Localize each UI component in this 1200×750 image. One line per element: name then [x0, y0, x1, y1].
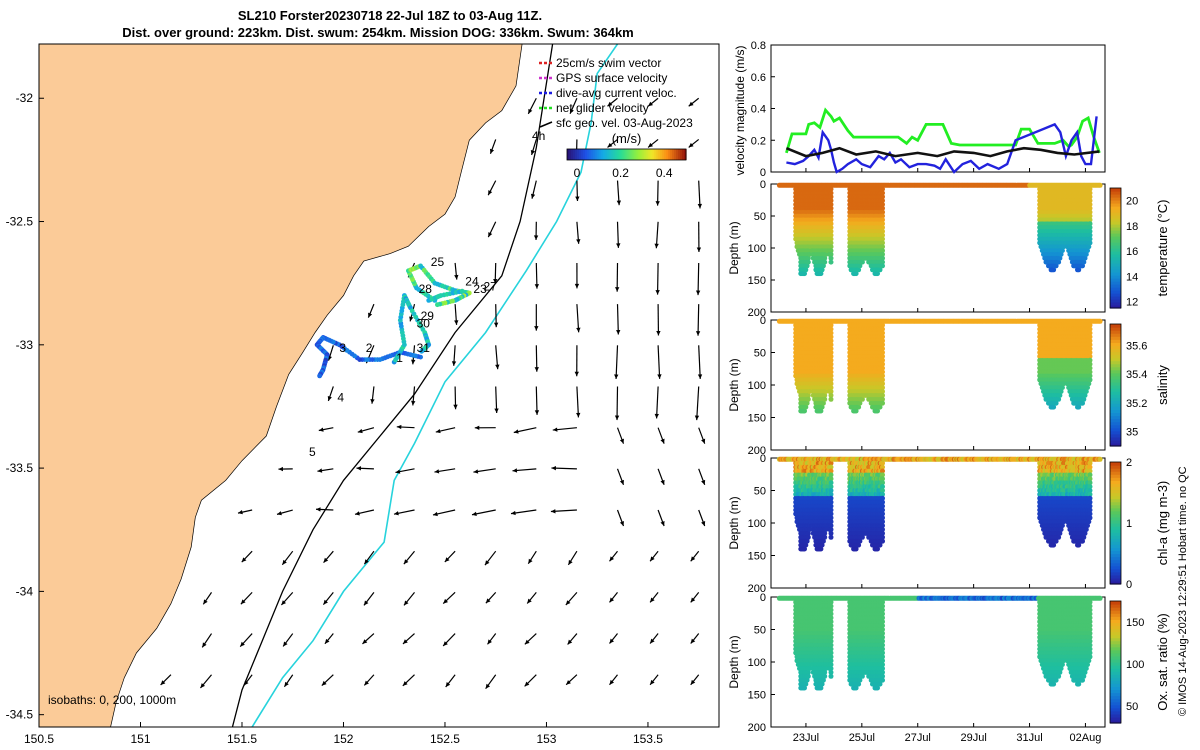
colorbar-tick-label: 0.4: [656, 166, 673, 180]
figure-title-line2: Dist. over ground: 223km. Dist. swum: 25…: [122, 25, 634, 40]
colorbar-tick-label: 0: [574, 166, 581, 180]
track-day-label: 3: [339, 341, 346, 355]
map-x-tick-label: 153: [536, 732, 556, 746]
track-day-label: 5: [309, 445, 316, 459]
velocity-arrow: [656, 262, 659, 295]
map-y-tick-label: -34: [16, 584, 34, 598]
colorbar-tick-label: 0.2: [612, 166, 629, 180]
legend-item-label: net glider velocity: [556, 101, 649, 115]
map-x-tick-label: 151: [130, 732, 150, 746]
track-point: [459, 288, 465, 294]
legend-item-label: GPS surface velocity: [556, 71, 667, 85]
map-x-tick-label: 152: [333, 732, 353, 746]
legend-item-label: sfc geo. vel. 03-Aug-2023: [556, 116, 693, 130]
velocity-arrow: [616, 386, 619, 421]
legend-item-label: dive-avg current veloc.: [556, 86, 677, 100]
velocity-arrow: [697, 262, 700, 296]
track-day-label: 31: [417, 341, 431, 355]
track-day-label: 25: [431, 255, 445, 269]
legend-item-label: 25cm/s swim vector: [556, 56, 661, 70]
track-day-label: 2: [366, 341, 373, 355]
map-y-tick-label: -33: [16, 338, 34, 352]
track-day-label: 4: [337, 391, 344, 405]
isobaths-note: isobaths: 0, 200, 1000m: [48, 693, 176, 707]
velocity-arrow: [616, 304, 619, 335]
map-y-ticks: -32 -32.5 -33 -33.5 -34 -34.5: [6, 91, 44, 722]
map-y-tick-label: -33.5: [6, 461, 34, 475]
track-point: [317, 373, 322, 379]
velocity-arrow: [697, 304, 700, 336]
map-y-tick-label: -32: [16, 91, 34, 105]
label-4h: 4h: [532, 129, 545, 143]
track-point: [435, 302, 440, 308]
map-y-tick-label: -34.5: [6, 708, 34, 722]
track-day-label: 28: [419, 282, 433, 296]
map-y-tick-label: -32.5: [6, 215, 34, 229]
colorbar-unit: (m/s): [612, 131, 642, 146]
track-day-label: 30: [417, 317, 431, 331]
map-x-tick-label: 150.5: [24, 732, 54, 746]
track-day-label: 1: [396, 351, 403, 365]
track-day-label: 24: [465, 275, 479, 289]
map-x-tick-label: 152.5: [430, 732, 460, 746]
figure-title-line1: SL210 Forster20230718 22-Jul 18Z to 03-A…: [238, 8, 542, 23]
map-x-tick-label: 151.5: [227, 732, 257, 746]
map-x-tick-label: 153.5: [633, 732, 663, 746]
